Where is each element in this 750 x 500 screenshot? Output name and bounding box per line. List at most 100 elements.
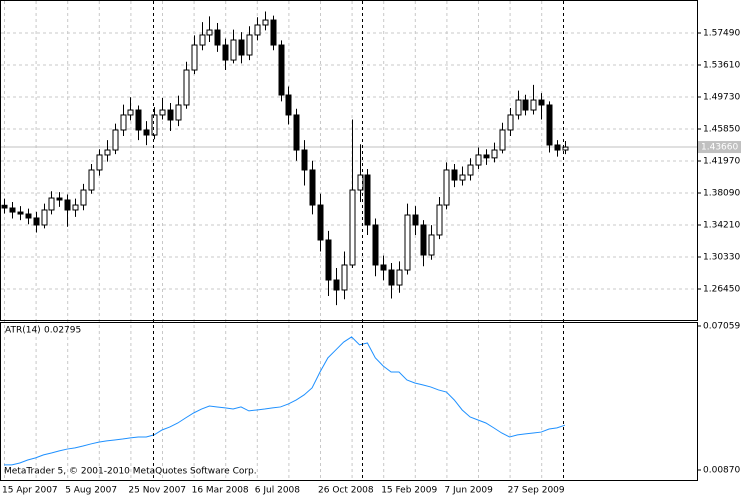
indicator-value: 0.02795 (44, 326, 81, 336)
candle-body (349, 189, 356, 266)
x-tick-label: 27 Sep 2009 (508, 486, 565, 496)
candle-body (151, 114, 158, 136)
candle-body (262, 19, 269, 26)
candle-body (301, 149, 308, 171)
y-tick-label: 0.00870 (703, 465, 740, 475)
candle-body (396, 269, 403, 286)
candle-body (372, 224, 379, 266)
candle-body (325, 239, 332, 281)
candle-body (530, 99, 537, 111)
y-tick-label: 0.07059 (703, 322, 740, 332)
x-tick-label: 25 Nov 2007 (128, 486, 186, 496)
candle-body (546, 104, 553, 146)
y-tick-label: 1.34210 (703, 220, 740, 230)
candle-body (48, 197, 55, 211)
candle-body (436, 204, 443, 236)
candle-body (199, 34, 206, 46)
candle-body (285, 94, 292, 116)
candle-body (41, 209, 48, 226)
x-tick-label: 6 Jul 2008 (255, 486, 300, 496)
y-tick-label: 1.30330 (703, 252, 740, 262)
candle-body (507, 114, 514, 131)
candle-body (33, 217, 40, 226)
candle-body (380, 264, 387, 271)
candle-body (159, 109, 166, 116)
candle-body (333, 279, 340, 291)
candle-body (167, 109, 174, 121)
x-tick-label: 15 Feb 2009 (381, 486, 437, 496)
copyright: MetaTrader 5, © 2001-2010 MetaQuotes Sof… (4, 467, 257, 477)
candle-body (554, 144, 561, 151)
candle-body (420, 224, 427, 256)
candle-body (538, 99, 545, 106)
candle-body (459, 174, 466, 181)
candle-body (222, 44, 229, 61)
x-tick-label: 16 Mar 2008 (192, 486, 249, 496)
candle-body (127, 109, 134, 116)
candle-body (9, 207, 16, 213)
candle-body (254, 24, 261, 36)
candle-body (88, 169, 95, 191)
candle-body (317, 204, 324, 241)
candle-body (270, 19, 277, 46)
candle-body (230, 39, 237, 61)
y-tick-label: 1.38090 (703, 188, 740, 198)
candle-body (499, 129, 506, 151)
candle-body (120, 114, 127, 131)
candle-body (112, 129, 119, 151)
y-tick-label: 1.26450 (703, 284, 740, 294)
indicator-name: ATR(14) (5, 326, 41, 336)
candle-body (428, 234, 435, 256)
candle-body (206, 29, 213, 36)
candle-body (96, 154, 103, 171)
y-tick-label: 1.57490 (703, 28, 740, 38)
candle-body (191, 44, 198, 71)
indicator-panel-frame (0, 322, 698, 481)
candle-body (214, 29, 221, 46)
candle-body (404, 214, 411, 271)
y-tick-label: 1.41970 (703, 156, 740, 166)
indicator-line (4, 336, 566, 466)
candle-body (483, 154, 490, 159)
y-tick-label: 1.45850 (703, 124, 740, 134)
grid-layer (1, 1, 697, 480)
candle-body (25, 213, 32, 219)
candle-body (238, 39, 245, 56)
candle-body (475, 154, 482, 166)
candle-body (183, 69, 190, 106)
x-tick-label: 15 Apr 2007 (2, 486, 58, 496)
candle-body (341, 264, 348, 291)
current-price-box (698, 141, 741, 154)
x-tick-label: 7 Jun 2009 (444, 486, 493, 496)
candle-body (64, 199, 71, 211)
candle-body (135, 109, 142, 131)
candle-body (364, 174, 371, 226)
candle-body (80, 189, 87, 206)
candle-body (1, 204, 8, 209)
candle-body (56, 197, 63, 201)
candle-body (104, 149, 111, 156)
candle-body (293, 114, 300, 151)
candle-body (451, 169, 458, 181)
y-tick-label: 1.49730 (703, 92, 740, 102)
candle-body (72, 204, 79, 211)
candle-body (515, 99, 522, 116)
candle-body (412, 214, 419, 226)
candle-body (443, 169, 450, 206)
candle-body (17, 211, 24, 215)
candle-body (175, 104, 182, 121)
candle-body (278, 44, 285, 96)
candle-body (143, 129, 150, 136)
x-tick-label: 5 Aug 2007 (65, 486, 117, 496)
candle-body (562, 146, 569, 151)
x-tick-label: 26 Oct 2008 (318, 486, 374, 496)
candle-body (491, 149, 498, 159)
candle-body (309, 169, 316, 206)
candle-body (522, 99, 529, 111)
y-tick-label: 1.53610 (703, 60, 740, 70)
candle-body (467, 164, 474, 176)
candle-body (388, 269, 395, 286)
current-price-label: 1.43660 (701, 143, 738, 153)
candle-body (246, 34, 253, 56)
